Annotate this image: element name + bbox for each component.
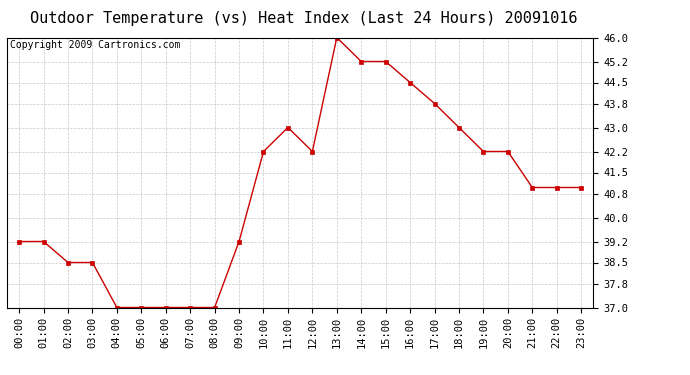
Text: Outdoor Temperature (vs) Heat Index (Last 24 Hours) 20091016: Outdoor Temperature (vs) Heat Index (Las…: [30, 11, 578, 26]
Text: Copyright 2009 Cartronics.com: Copyright 2009 Cartronics.com: [10, 40, 180, 50]
